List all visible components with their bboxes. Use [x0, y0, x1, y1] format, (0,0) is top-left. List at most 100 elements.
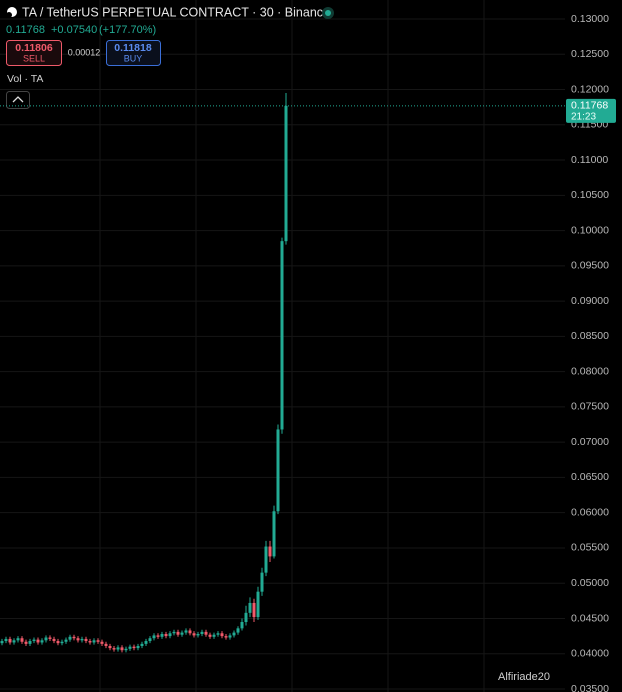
y-tick-label: 0.07500 [571, 401, 609, 413]
y-tick-label: 0.12500 [571, 48, 609, 60]
candle-body [172, 631, 176, 634]
candle-body [52, 638, 56, 642]
buy-label: BUY [124, 53, 143, 63]
candle-body [116, 647, 120, 650]
candle-body [16, 638, 20, 641]
candle-body [108, 645, 112, 649]
candle-body [124, 648, 128, 651]
candle-body [60, 641, 64, 644]
candle-body [280, 241, 284, 430]
candle-body [200, 631, 204, 634]
candle-body [48, 637, 52, 639]
candle-body [168, 633, 172, 637]
last-price-label: 0.11768 [571, 100, 608, 112]
status-dot [325, 10, 331, 16]
candle-body [8, 638, 12, 643]
candle-body [44, 637, 48, 641]
y-tick-label: 0.09000 [571, 295, 609, 307]
sell-label: SELL [23, 53, 45, 63]
candle-body [232, 632, 236, 636]
candle-body [264, 546, 268, 573]
candle-body [68, 636, 72, 640]
last-price-box [566, 98, 616, 123]
candle-body [196, 633, 200, 636]
y-tick-label: 0.04000 [571, 648, 609, 660]
candle-body [164, 633, 168, 637]
change: +0.07540 [51, 24, 97, 36]
candle-body [208, 634, 212, 637]
candle-body [220, 633, 224, 637]
candle-body [92, 640, 96, 643]
candle-body [204, 631, 208, 635]
spread: 0.00012 [68, 47, 101, 57]
symbol-icon [6, 12, 12, 18]
collapse-icon [12, 96, 24, 103]
collapse-button[interactable] [6, 91, 30, 109]
candle-body [216, 633, 220, 635]
candle-body [212, 634, 216, 637]
candle-body [180, 632, 184, 635]
candle-body [252, 602, 256, 618]
candle-body [84, 638, 88, 642]
candle-body [100, 641, 104, 644]
candle-body [192, 633, 196, 636]
candle-body [144, 641, 148, 644]
y-tick-label: 0.07000 [571, 436, 609, 448]
candle-body [244, 612, 248, 622]
buy-price: 0.11818 [114, 42, 152, 54]
y-tick-label: 0.08000 [571, 365, 609, 377]
candle-body [28, 641, 32, 644]
candle-body [96, 640, 100, 642]
y-tick-label: 0.03500 [571, 683, 609, 692]
candle-body [224, 636, 228, 638]
sell-price: 0.11806 [15, 42, 53, 54]
y-tick-label: 0.04500 [571, 612, 609, 624]
candle-body [136, 645, 140, 649]
candle-body [148, 638, 152, 642]
candle-body [128, 646, 132, 649]
candle-body [160, 633, 164, 637]
candle-body [0, 641, 4, 644]
candle-body [140, 643, 144, 646]
price: 0.11768 [6, 24, 45, 36]
candle-body [112, 648, 116, 650]
countdown: 21:23 [571, 112, 596, 123]
candle-body [20, 638, 24, 642]
candle-body [176, 631, 180, 635]
y-tick-label: 0.10500 [571, 189, 609, 201]
candle-body [4, 638, 8, 642]
candle-body [132, 646, 136, 649]
candle-body [240, 622, 244, 629]
title: TA / TetherUS PERPETUAL CONTRACT · 30 · … [22, 5, 330, 19]
y-tick-label: 0.10000 [571, 224, 609, 236]
y-tick-label: 0.05500 [571, 542, 609, 554]
candle-body [268, 546, 272, 557]
candle-body [276, 429, 280, 512]
candle-body [120, 647, 124, 651]
watermark: Alfiriade20 [498, 671, 550, 683]
candle-body [80, 638, 84, 641]
candle-body [272, 511, 276, 557]
candle-body [72, 636, 76, 639]
y-tick-label: 0.05000 [571, 577, 609, 589]
candle-body [12, 640, 16, 643]
change-pct: (+177.70%) [99, 24, 156, 36]
buy-button[interactable] [106, 40, 161, 66]
y-tick-label: 0.08500 [571, 330, 609, 342]
candle-body [32, 639, 36, 642]
candle-body [184, 630, 188, 633]
y-tick-label: 0.12000 [571, 83, 609, 95]
sell-button[interactable] [6, 40, 62, 66]
plot [0, 93, 288, 653]
y-tick-label: 0.11000 [571, 154, 608, 166]
y-tick-label: 0.06500 [571, 471, 609, 483]
candle-body [76, 638, 80, 641]
indicator-label: Vol · TA [7, 73, 43, 85]
candle-body [104, 643, 108, 646]
candle-body [248, 602, 252, 613]
y-tick-label: 0.09500 [571, 260, 609, 272]
candle-body [24, 641, 28, 644]
candle-body [228, 635, 232, 638]
